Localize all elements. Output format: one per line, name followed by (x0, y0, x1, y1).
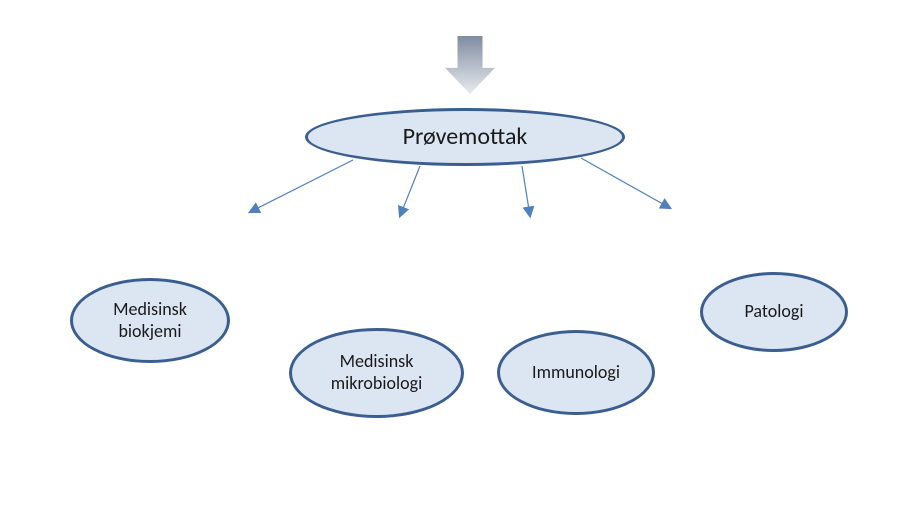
node-label: Medisinsk mikrobiologi (302, 351, 451, 394)
node-medisinsk-biokjemi: Medisinsk biokjemi (70, 278, 230, 363)
node-label: Medisinsk biokjemi (83, 299, 217, 342)
node-label: Prøvemottak (403, 123, 528, 152)
node-provemottak: Prøvemottak (305, 108, 625, 166)
node-label: Patologi (745, 301, 804, 323)
node-label: Immunologi (532, 362, 620, 384)
node-medisinsk-mikrobiologi: Medisinsk mikrobiologi (289, 328, 464, 418)
down-arrow-icon (0, 0, 921, 527)
node-patologi: Patologi (700, 272, 848, 352)
node-immunologi: Immunologi (497, 330, 655, 415)
